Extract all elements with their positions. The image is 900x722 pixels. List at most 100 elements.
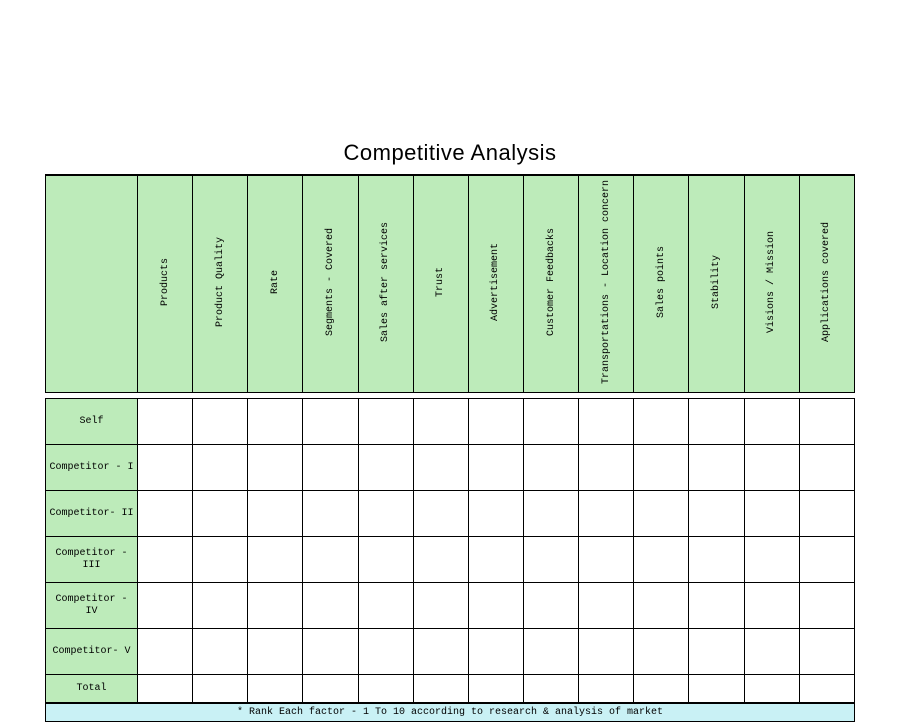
cell xyxy=(634,491,689,537)
cell xyxy=(689,629,744,675)
cell xyxy=(248,583,303,629)
cell xyxy=(468,491,523,537)
cell xyxy=(799,583,854,629)
col-header: Segments - Covered xyxy=(303,176,358,393)
total-cell xyxy=(523,675,578,703)
row-label: Competitor- II xyxy=(46,491,138,537)
cell xyxy=(799,537,854,583)
cell xyxy=(248,399,303,445)
col-header-label: Transportations - Location concern xyxy=(601,176,612,388)
table-row: Competitor - IV xyxy=(46,583,855,629)
table-row: Competitor- II xyxy=(46,491,855,537)
table-row: Competitor- V xyxy=(46,629,855,675)
cell xyxy=(413,445,468,491)
total-cell xyxy=(138,675,193,703)
cell xyxy=(138,399,193,445)
cell xyxy=(248,537,303,583)
total-label: Total xyxy=(46,675,138,703)
col-header-label: Rate xyxy=(270,266,281,298)
row-label: Self xyxy=(46,399,138,445)
cell xyxy=(523,399,578,445)
cell xyxy=(799,629,854,675)
cell xyxy=(193,583,248,629)
cell xyxy=(689,445,744,491)
cell xyxy=(468,537,523,583)
cell xyxy=(303,583,358,629)
cell xyxy=(689,491,744,537)
cell xyxy=(579,491,634,537)
cell xyxy=(468,445,523,491)
col-header: Rate xyxy=(248,176,303,393)
cell xyxy=(523,491,578,537)
cell xyxy=(248,445,303,491)
header-blank xyxy=(46,176,138,393)
cell xyxy=(303,491,358,537)
total-row: Total xyxy=(46,675,855,703)
cell xyxy=(799,445,854,491)
cell xyxy=(138,537,193,583)
cell xyxy=(634,399,689,445)
cell xyxy=(413,629,468,675)
cell xyxy=(358,583,413,629)
cell xyxy=(744,491,799,537)
total-cell xyxy=(358,675,413,703)
col-header-label: Trust xyxy=(435,263,446,301)
cell xyxy=(138,445,193,491)
cell xyxy=(744,629,799,675)
col-header: Sales after services xyxy=(358,176,413,393)
cell xyxy=(303,399,358,445)
col-header-label: Visions / Mission xyxy=(766,227,777,337)
cell xyxy=(193,399,248,445)
cell xyxy=(744,537,799,583)
table-row: Self xyxy=(46,399,855,445)
col-header: Applications covered xyxy=(799,176,854,393)
cell xyxy=(413,491,468,537)
total-cell xyxy=(303,675,358,703)
total-cell xyxy=(579,675,634,703)
cell xyxy=(579,399,634,445)
cell xyxy=(193,537,248,583)
cell xyxy=(689,399,744,445)
col-header-label: Product Quality xyxy=(215,233,226,331)
total-cell xyxy=(799,675,854,703)
table-header: Products Product Quality Rate Segments -… xyxy=(46,176,855,393)
table-row: Competitor - I xyxy=(46,445,855,491)
cell xyxy=(193,491,248,537)
cell xyxy=(744,583,799,629)
cell xyxy=(523,537,578,583)
cell xyxy=(523,445,578,491)
cell xyxy=(468,583,523,629)
page: Competitive Analysis Products Product Qu… xyxy=(0,0,900,675)
cell xyxy=(579,583,634,629)
col-header-label: Sales after services xyxy=(380,218,391,346)
cell xyxy=(358,537,413,583)
col-header: Customer Feedbacks xyxy=(523,176,578,393)
col-header-label: Products xyxy=(160,254,171,310)
header-row: Products Product Quality Rate Segments -… xyxy=(46,176,855,393)
total-cell xyxy=(744,675,799,703)
cell xyxy=(303,629,358,675)
cell xyxy=(138,629,193,675)
col-header: Products xyxy=(138,176,193,393)
col-header-label: Advertisement xyxy=(490,239,501,325)
col-header: Transportations - Location concern xyxy=(579,176,634,393)
col-header: Advertisement xyxy=(468,176,523,393)
table-body: Self Competitor - I xyxy=(46,393,855,703)
competitive-analysis-table: Products Product Quality Rate Segments -… xyxy=(45,175,855,703)
total-cell xyxy=(193,675,248,703)
cell xyxy=(303,537,358,583)
cell xyxy=(634,629,689,675)
cell xyxy=(799,399,854,445)
cell xyxy=(634,445,689,491)
cell xyxy=(358,445,413,491)
cell xyxy=(689,537,744,583)
row-label: Competitor - I xyxy=(46,445,138,491)
cell xyxy=(138,583,193,629)
cell xyxy=(248,629,303,675)
row-label: Competitor - IV xyxy=(46,583,138,629)
cell xyxy=(413,583,468,629)
cell xyxy=(468,629,523,675)
cell xyxy=(579,537,634,583)
cell xyxy=(689,583,744,629)
cell xyxy=(303,445,358,491)
